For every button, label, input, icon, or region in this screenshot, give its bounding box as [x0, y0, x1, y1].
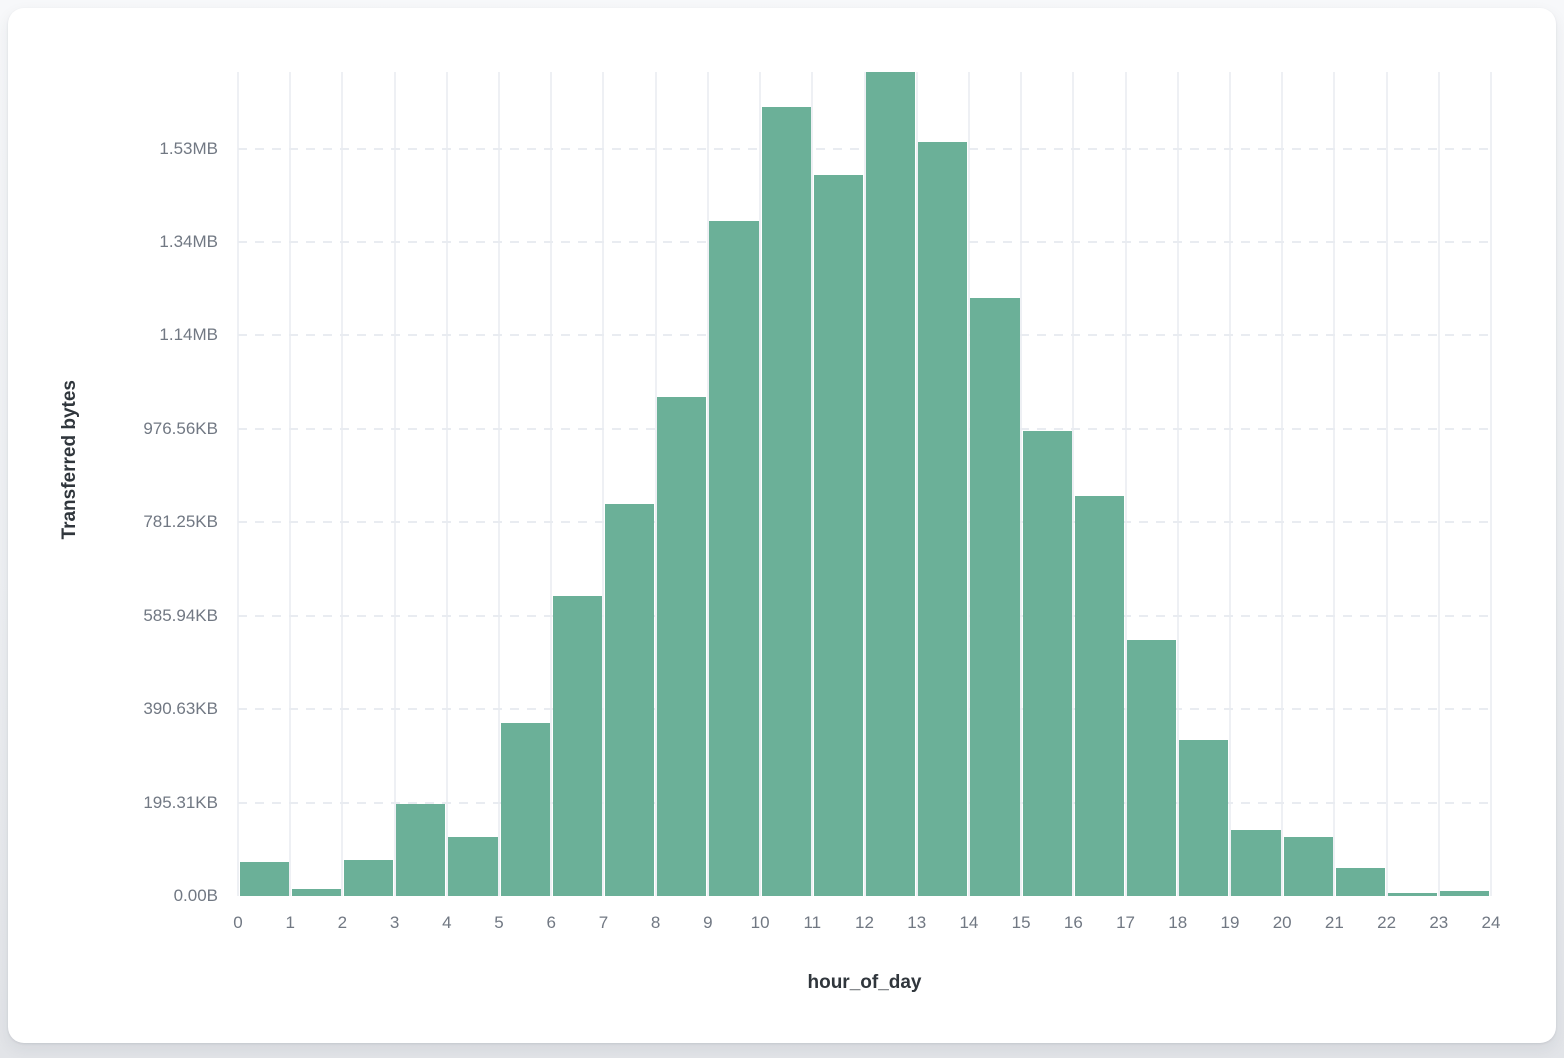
v-gridline [967, 72, 970, 896]
x-tick-label: 7 [598, 913, 609, 932]
histogram-bar[interactable] [970, 298, 1020, 896]
histogram-bar[interactable] [709, 221, 759, 896]
y-tick-label: 585.94KB [143, 605, 218, 625]
h-gridline [238, 334, 1491, 337]
v-gridline [1072, 72, 1075, 896]
histogram-bar[interactable] [604, 503, 655, 896]
v-gridline [1437, 72, 1440, 896]
v-gridline [811, 72, 814, 896]
y-tick-label: 781.25KB [143, 512, 218, 532]
x-tick-label: 11 [803, 913, 822, 932]
histogram-bar[interactable] [1335, 868, 1386, 896]
y-tick-label: 976.56KB [143, 418, 218, 438]
x-tick-label: 16 [1063, 913, 1083, 932]
x-tick-label: 15 [1011, 913, 1031, 932]
histogram-bar[interactable] [1074, 495, 1125, 896]
histogram-bar[interactable] [1127, 640, 1177, 896]
v-gridline [602, 72, 605, 896]
v-gridline [289, 72, 292, 896]
y-tick-label: 1.53MB [159, 138, 218, 158]
x-tick-label: 2 [337, 913, 348, 932]
v-gridline [498, 72, 501, 896]
x-tick-label: 18 [1168, 913, 1188, 932]
histogram-bar[interactable] [448, 836, 498, 896]
x-tick-label: 0 [233, 913, 243, 932]
histogram-bar[interactable] [239, 861, 289, 896]
y-axis-title: Transferred bytes [59, 380, 80, 540]
y-tick-label: 390.63KB [143, 699, 218, 719]
h-gridline [238, 241, 1491, 244]
x-tick-label: 20 [1272, 913, 1292, 932]
histogram-bar[interactable] [866, 72, 916, 896]
x-tick-label: 10 [750, 913, 770, 932]
plot-area [237, 72, 1492, 896]
v-gridline [341, 72, 344, 896]
histogram-bar[interactable] [657, 397, 707, 896]
v-gridline [393, 72, 396, 896]
y-tick-label: 1.14MB [159, 325, 218, 345]
y-tick-label: 0.00B [173, 886, 218, 905]
v-gridline [1490, 72, 1492, 896]
h-gridline [238, 801, 1491, 804]
x-tick-label: 23 [1429, 913, 1449, 932]
v-gridline [1020, 72, 1023, 896]
v-gridline [706, 72, 709, 896]
x-tick-label: 12 [855, 913, 874, 932]
v-gridline [1281, 72, 1284, 896]
v-gridline [1176, 72, 1179, 896]
x-tick-label: 13 [907, 913, 927, 932]
h-gridline [238, 614, 1491, 617]
v-gridline [1124, 72, 1127, 896]
x-tick-label: 22 [1377, 913, 1397, 932]
v-gridline [1385, 72, 1388, 896]
x-tick-label: 21 [1324, 913, 1344, 932]
v-gridline [759, 72, 762, 896]
y-tick-label: 1.34MB [159, 232, 218, 252]
x-tick-label: 6 [546, 913, 556, 932]
histogram-bar[interactable] [813, 174, 863, 896]
histogram-bar[interactable] [552, 596, 602, 896]
x-tick-label: 14 [959, 913, 979, 932]
x-tick-label: 19 [1220, 913, 1240, 932]
h-gridline [238, 708, 1491, 711]
x-tick-label: 3 [389, 913, 400, 932]
x-tick-label: 4 [442, 913, 452, 932]
h-gridline [238, 521, 1491, 524]
histogram-bar[interactable] [1179, 739, 1229, 896]
histogram-bar[interactable] [761, 106, 811, 896]
histogram-bar[interactable] [291, 888, 341, 896]
histogram-bar[interactable] [396, 804, 446, 896]
histogram-bar[interactable] [500, 723, 550, 896]
h-gridline [238, 427, 1491, 430]
v-gridline [915, 72, 918, 896]
histogram-bar[interactable] [1388, 893, 1438, 896]
histogram-bar[interactable] [918, 141, 968, 896]
v-gridline [237, 72, 239, 896]
histogram-bar[interactable] [343, 859, 394, 896]
x-tick-label: 24 [1481, 913, 1501, 932]
h-gridline [238, 147, 1491, 150]
x-axis-title: hour_of_day [807, 972, 922, 993]
x-tick-label: 1 [285, 913, 295, 932]
v-gridline [445, 72, 448, 896]
v-gridline [654, 72, 657, 896]
v-gridline [863, 72, 866, 896]
v-gridline [1333, 72, 1336, 896]
histogram-bar[interactable] [1231, 830, 1281, 896]
histogram-bar[interactable] [1440, 890, 1490, 896]
x-tick-label: 17 [1116, 913, 1135, 932]
x-tick-label: 8 [650, 913, 661, 932]
histogram-bar[interactable] [1283, 837, 1333, 896]
y-tick-label: 195.31KB [143, 792, 218, 812]
v-gridline [1228, 72, 1231, 896]
histogram-bar[interactable] [1022, 430, 1072, 896]
x-tick-label: 5 [494, 913, 504, 932]
x-tick-label: 9 [703, 913, 713, 932]
v-gridline [550, 72, 553, 896]
